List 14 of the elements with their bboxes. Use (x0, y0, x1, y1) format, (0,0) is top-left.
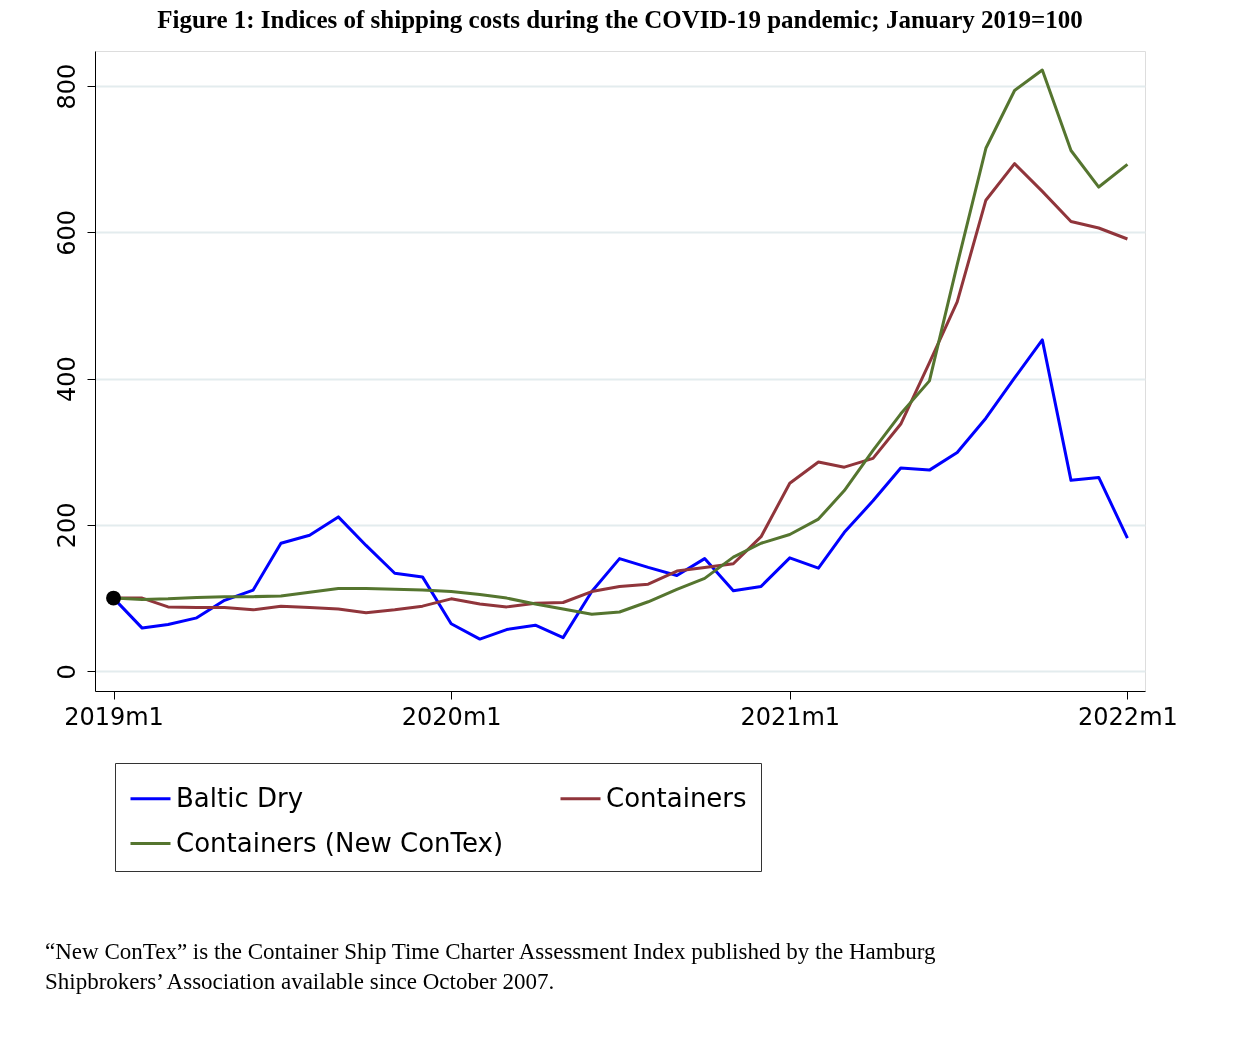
y-tick-label: 800 (52, 63, 81, 110)
x-tick-label: 2021m1 (740, 702, 841, 731)
y-tick-label: 600 (52, 209, 81, 256)
y-tick-label: 0 (52, 664, 81, 680)
x-tick-label: 2020m1 (401, 702, 502, 731)
x-tick-label: 2019m1 (64, 702, 164, 731)
legend-label: Containers (606, 782, 747, 813)
y-tick-label: 200 (52, 502, 81, 549)
legend-label: Baltic Dry (176, 782, 304, 813)
chart-title: Figure 1: Indices of shipping costs during the COVID-19 pandemic; January 2019=100 (157, 6, 1083, 33)
x-tick-label: 2022m1 (1078, 702, 1178, 731)
y-tick-label: 400 (52, 356, 81, 403)
legend-label: Containers (New ConTex) (176, 827, 504, 858)
text: “New ConTex” is the Container Ship Time Charter Assessment Index published by the Hamburg Shipbrokers’ Association available since October 2007. (45, 939, 936, 994)
